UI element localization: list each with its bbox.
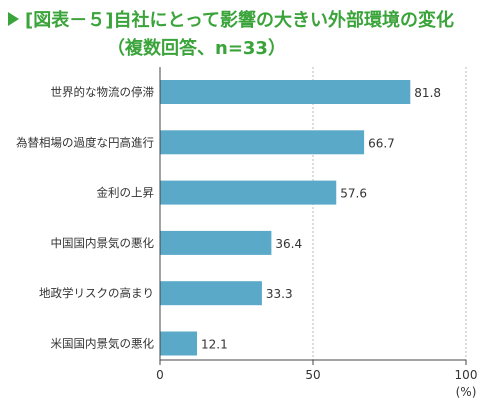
bar-2	[160, 180, 337, 205]
value-label-0: 81.8	[414, 86, 441, 100]
chart-subtitle: （複数回答、n=33）	[107, 38, 286, 59]
x-tick-label-100: 100	[455, 368, 478, 382]
category-label-4: 地政学リスクの高まり	[39, 286, 154, 300]
category-label-0: 世界的な物流の停滞	[51, 85, 155, 99]
value-label-3: 36.4	[275, 237, 302, 251]
value-label-2: 57.6	[340, 187, 367, 201]
value-label-4: 33.3	[266, 287, 293, 301]
bar-1	[160, 130, 365, 155]
x-axis-unit-label: (%)	[456, 385, 477, 399]
x-tick-label-0: 0	[156, 368, 164, 382]
x-tick-label-50: 50	[305, 368, 320, 382]
category-label-2: 金利の上昇	[97, 186, 155, 200]
value-label-1: 66.7	[368, 136, 395, 150]
bar-5	[160, 331, 198, 356]
value-label-5: 12.1	[201, 338, 228, 352]
category-label-1: 為替相場の過度な円高進行	[16, 135, 154, 149]
chart-title-line1: [図表－５]自社にとって影響の大きい外部環境の変化	[25, 10, 455, 31]
bar-0	[160, 80, 411, 104]
bar-3	[160, 230, 272, 255]
category-label-3: 中国国内景気の悪化	[51, 236, 155, 250]
bar-4	[160, 281, 262, 306]
chart-title: [図表－５]自社にとって影響の大きい外部環境の変化 （複数回答、n=33）	[8, 6, 494, 60]
category-label-5: 米国国内景気の悪化	[51, 337, 155, 351]
title-triangle-icon	[8, 12, 19, 26]
